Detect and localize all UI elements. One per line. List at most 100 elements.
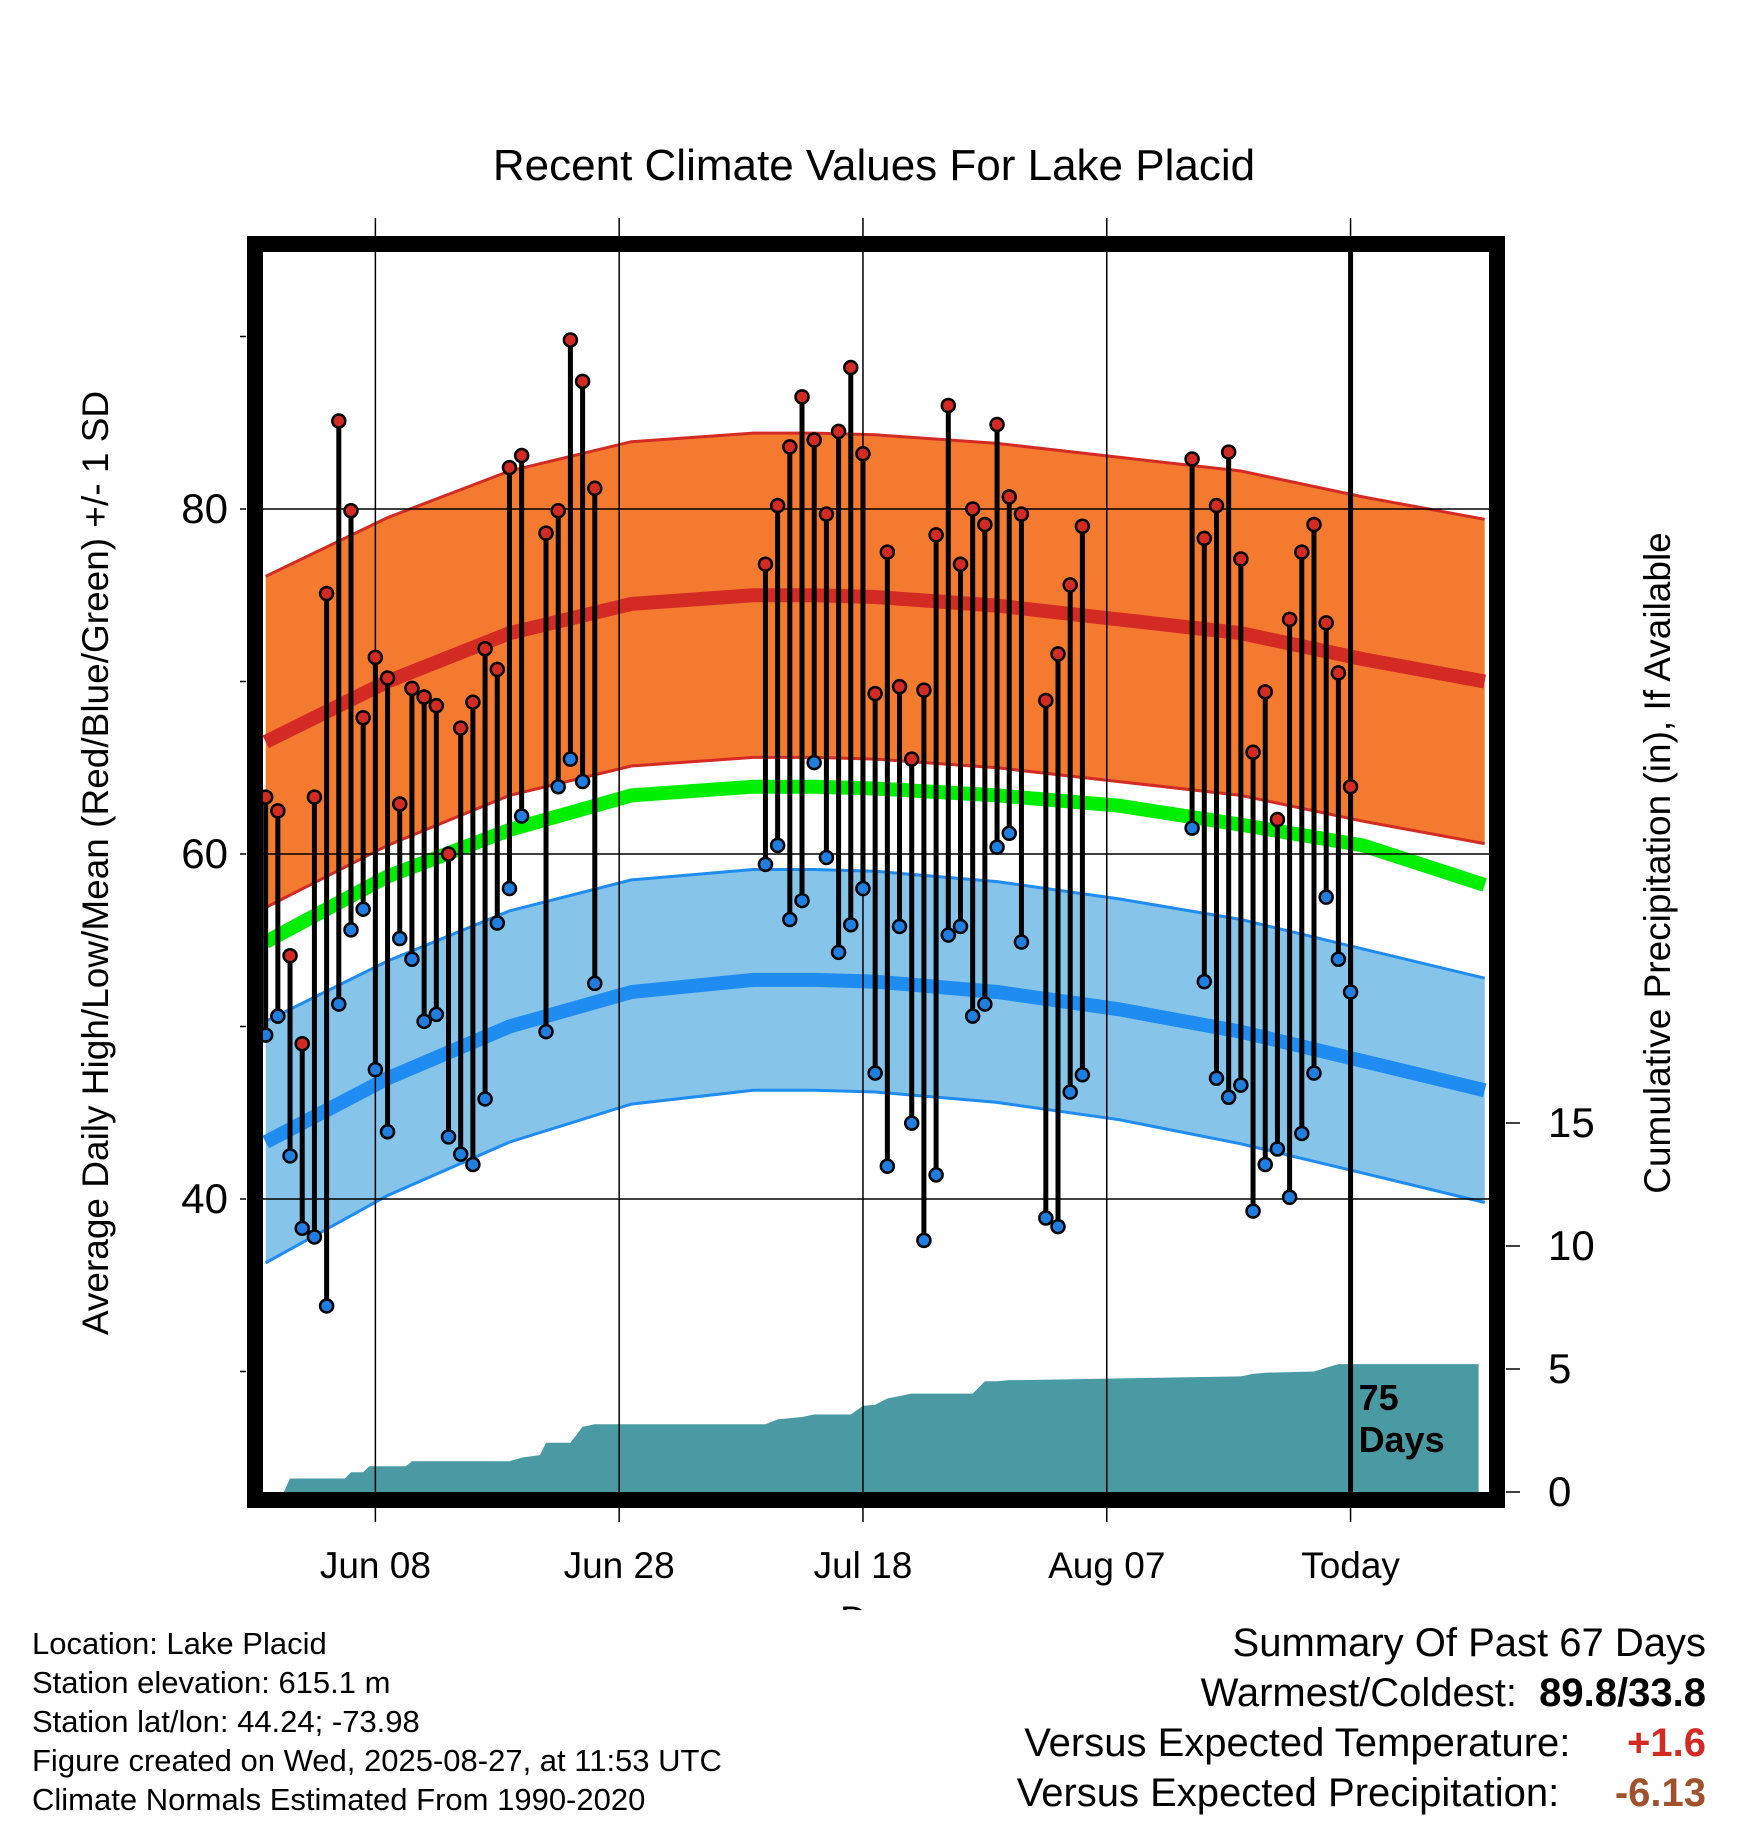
daily-high-point — [1281, 611, 1298, 628]
daily-high-point — [1220, 444, 1237, 460]
daily-high-point — [513, 447, 530, 464]
y2-tick-label: 10 — [1548, 1222, 1595, 1269]
daily-high-point — [477, 640, 493, 657]
daily-low-point — [331, 996, 347, 1012]
warm-cold-row: Warmest/Coldest: 89.8/33.8 — [1017, 1668, 1706, 1718]
plot-frame — [247, 236, 1505, 1508]
y2-tick-label: 15 — [1548, 1099, 1595, 1146]
daily-low-point — [355, 901, 371, 917]
daily-low-point — [879, 1158, 896, 1174]
daily-high-point — [1196, 530, 1213, 547]
precip-row: Versus Expected Precipitation: -6.13 — [1017, 1768, 1706, 1818]
daily-low-point — [1281, 1189, 1298, 1206]
daily-low-point — [769, 837, 786, 854]
daily-low-point — [477, 1091, 493, 1107]
daily-low-point — [1208, 1070, 1225, 1086]
daily-high-point — [1233, 551, 1249, 567]
daily-high-point — [501, 459, 518, 476]
daily-low-point — [1062, 1084, 1078, 1100]
daily-high-point — [550, 502, 566, 519]
daily-high-point — [1038, 692, 1054, 709]
daily-high-point — [916, 682, 932, 698]
daily-low-point — [1074, 1067, 1091, 1083]
daily-high-point — [1050, 646, 1066, 662]
y2-tick-label: 5 — [1548, 1345, 1571, 1392]
temp-label: Versus Expected Temperature: — [1024, 1721, 1571, 1765]
daily-low-point — [440, 1129, 457, 1145]
daily-low-point — [1245, 1203, 1261, 1219]
daily-low-point — [1306, 1065, 1322, 1081]
daily-low-point — [367, 1061, 384, 1078]
precip-area — [265, 1364, 1479, 1492]
daily-high-point — [428, 697, 445, 714]
daily-high-point — [270, 803, 286, 819]
x-tick-label: Jun 28 — [564, 1545, 675, 1586]
daily-low-point — [465, 1156, 481, 1173]
daily-low-point — [1013, 934, 1030, 950]
daily-low-point — [404, 951, 420, 967]
daily-high-point — [367, 649, 384, 666]
daily-low-point — [574, 773, 591, 790]
daily-low-point — [757, 856, 774, 873]
daily-high-point — [1269, 811, 1286, 828]
daily-high-point — [1062, 577, 1078, 593]
daily-high-point — [306, 789, 323, 805]
high-band-lower-edge — [265, 755, 1485, 909]
chart-title: Recent Climate Values For Lake Placid — [493, 141, 1255, 190]
daily-low-point — [262, 1027, 274, 1043]
created-text: Figure created on Wed, 2025-08-27, at 11… — [32, 1743, 722, 1778]
low-band-lower-edge — [264, 1088, 1486, 1265]
daily-high-point — [452, 720, 469, 736]
daily-high-point — [952, 556, 969, 572]
daily-high-point — [1013, 506, 1030, 522]
daily-high-point — [294, 1036, 310, 1052]
y-tick-label: 80 — [181, 485, 228, 532]
daily-low-point — [1342, 984, 1359, 1000]
daily-high-point — [794, 389, 810, 405]
daily-high-point — [964, 501, 981, 517]
daily-low-point — [940, 927, 957, 943]
normal-low-line — [262, 972, 1487, 1149]
daily-high-point — [757, 556, 774, 572]
daily-high-point — [903, 751, 920, 767]
daily-low-point — [818, 849, 835, 866]
daily-low-point — [867, 1065, 883, 1081]
daily-high-point — [391, 796, 408, 812]
daily-low-point — [843, 916, 859, 933]
daily-high-point — [562, 332, 579, 348]
y-tick-label: 60 — [181, 830, 228, 877]
daily-low-point — [306, 1229, 323, 1245]
daily-high-point — [416, 689, 432, 705]
elevation-text: Station elevation: 615.1 m — [32, 1665, 391, 1700]
daily-low-point — [855, 880, 871, 897]
daily-high-point — [855, 446, 871, 462]
daily-high-point — [818, 506, 835, 522]
daily-low-point — [928, 1167, 944, 1183]
daily-low-point — [270, 1008, 286, 1024]
daily-high-point — [1245, 744, 1261, 760]
daily-high-point — [1330, 665, 1347, 681]
daily-low-point — [952, 918, 969, 935]
daily-high-point — [489, 661, 506, 678]
daily-high-point — [1318, 615, 1334, 631]
daily-low-point — [782, 911, 798, 928]
daily-high-point — [331, 413, 347, 429]
plot-clip-group: 75 Days — [262, 252, 1490, 1492]
station-info: Location: Lake Placid Station elevation:… — [32, 1624, 722, 1819]
daily-low-point — [964, 1008, 981, 1024]
temp-row: Versus Expected Temperature: +1.6 — [1017, 1718, 1706, 1768]
today-days-number: 75 — [1359, 1377, 1399, 1418]
daily-high-point — [587, 480, 603, 497]
daily-high-point — [282, 948, 298, 964]
daily-high-point — [867, 685, 883, 702]
normals-text: Climate Normals Estimated From 1990-2020 — [32, 1782, 646, 1817]
daily-low-point — [318, 1298, 335, 1314]
daily-low-point — [830, 944, 847, 961]
daily-low-point — [1001, 825, 1017, 842]
daily-low-point — [1269, 1141, 1286, 1157]
daily-high-point — [574, 373, 591, 390]
location-text: Location: Lake Placid — [32, 1626, 327, 1661]
daily-low-point — [1050, 1218, 1066, 1235]
daily-high-point — [1001, 489, 1017, 505]
normal-mean-line — [262, 779, 1487, 949]
